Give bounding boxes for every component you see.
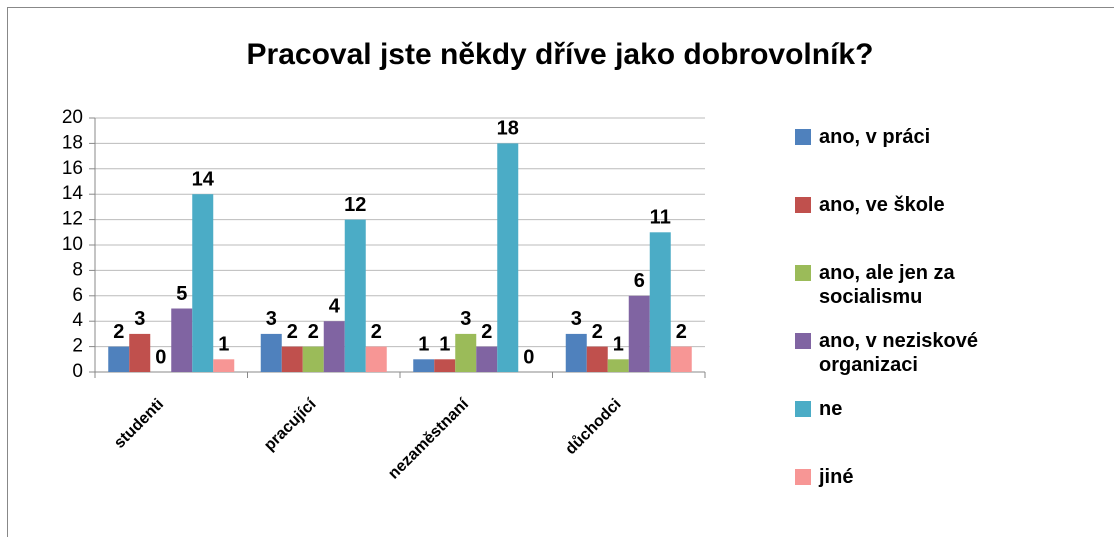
legend-label: ano, ale jen za socialismu bbox=[819, 262, 955, 308]
bar bbox=[108, 346, 130, 372]
data-label: 1 bbox=[613, 334, 624, 356]
data-label: 0 bbox=[523, 346, 534, 368]
bar bbox=[171, 308, 193, 372]
legend-swatch bbox=[795, 129, 811, 145]
y-tick-label: 12 bbox=[62, 209, 83, 230]
y-tick-label: 0 bbox=[72, 361, 83, 382]
bar bbox=[192, 194, 214, 372]
data-label: 3 bbox=[460, 308, 471, 330]
bar bbox=[628, 295, 650, 372]
data-label: 2 bbox=[676, 321, 687, 343]
legend-swatch bbox=[795, 333, 811, 349]
data-label: 2 bbox=[308, 321, 319, 343]
data-label: 3 bbox=[571, 308, 582, 330]
data-label: 2 bbox=[371, 321, 382, 343]
data-label: 2 bbox=[592, 321, 603, 343]
y-tick-label: 10 bbox=[62, 234, 83, 255]
chart-frame bbox=[7, 7, 1114, 537]
bar bbox=[260, 333, 282, 372]
data-label: 18 bbox=[497, 118, 519, 140]
y-tick-label: 6 bbox=[72, 285, 83, 306]
y-tick-label: 20 bbox=[62, 107, 83, 128]
data-label: 5 bbox=[176, 283, 187, 305]
y-tick-label: 8 bbox=[72, 259, 83, 280]
bar bbox=[476, 346, 498, 372]
bar bbox=[302, 346, 324, 372]
bar bbox=[497, 143, 519, 372]
data-label: 0 bbox=[155, 346, 166, 368]
legend-item: ne bbox=[795, 397, 1045, 421]
data-label: 6 bbox=[634, 270, 645, 292]
legend-label: ne bbox=[819, 398, 843, 420]
legend-item: ano, ve škole bbox=[795, 193, 1045, 217]
y-tick-label: 2 bbox=[72, 336, 83, 357]
bar bbox=[365, 346, 387, 372]
bar bbox=[344, 219, 366, 372]
y-tick-label: 4 bbox=[72, 310, 83, 331]
bar bbox=[649, 232, 671, 372]
legend-swatch bbox=[795, 401, 811, 417]
bar bbox=[607, 359, 629, 372]
data-label: 12 bbox=[344, 194, 366, 216]
data-label: 3 bbox=[266, 308, 277, 330]
bar bbox=[434, 359, 456, 372]
bar bbox=[586, 346, 608, 372]
y-tick-label: 16 bbox=[62, 158, 83, 179]
legend-item: jiné bbox=[795, 465, 1045, 489]
data-label: 1 bbox=[418, 334, 429, 356]
bar bbox=[281, 346, 303, 372]
legend-swatch bbox=[795, 469, 811, 485]
bar bbox=[129, 333, 151, 372]
chart-title: Pracoval jste někdy dříve jako dobrovoln… bbox=[247, 38, 874, 71]
legend-item: ano, v neziskové organizaci bbox=[795, 329, 1045, 377]
data-label: 2 bbox=[287, 321, 298, 343]
bar bbox=[413, 359, 435, 372]
legend-swatch bbox=[795, 197, 811, 213]
bar bbox=[213, 359, 235, 372]
data-label: 4 bbox=[329, 295, 341, 317]
data-label: 2 bbox=[481, 321, 492, 343]
legend-item: ano, ale jen za socialismu bbox=[795, 261, 1045, 309]
data-label: 1 bbox=[218, 334, 229, 356]
legend-label: ano, v práci bbox=[819, 126, 931, 148]
bar bbox=[565, 333, 587, 372]
bar bbox=[670, 346, 692, 372]
data-label: 2 bbox=[113, 321, 124, 343]
legend-swatch bbox=[795, 265, 811, 281]
data-label: 1 bbox=[439, 334, 450, 356]
y-tick-label: 14 bbox=[62, 183, 84, 204]
data-label: 11 bbox=[650, 207, 671, 229]
data-label: 14 bbox=[192, 168, 215, 190]
bar bbox=[455, 333, 477, 372]
legend-label: ano, v neziskové organizaci bbox=[819, 330, 978, 376]
bar bbox=[323, 321, 345, 372]
legend-label: jiné bbox=[819, 466, 854, 488]
y-tick-label: 18 bbox=[62, 132, 83, 153]
legend-item: ano, v práci bbox=[795, 125, 1045, 149]
legend-label: ano, ve škole bbox=[819, 194, 945, 216]
data-label: 3 bbox=[134, 308, 145, 330]
